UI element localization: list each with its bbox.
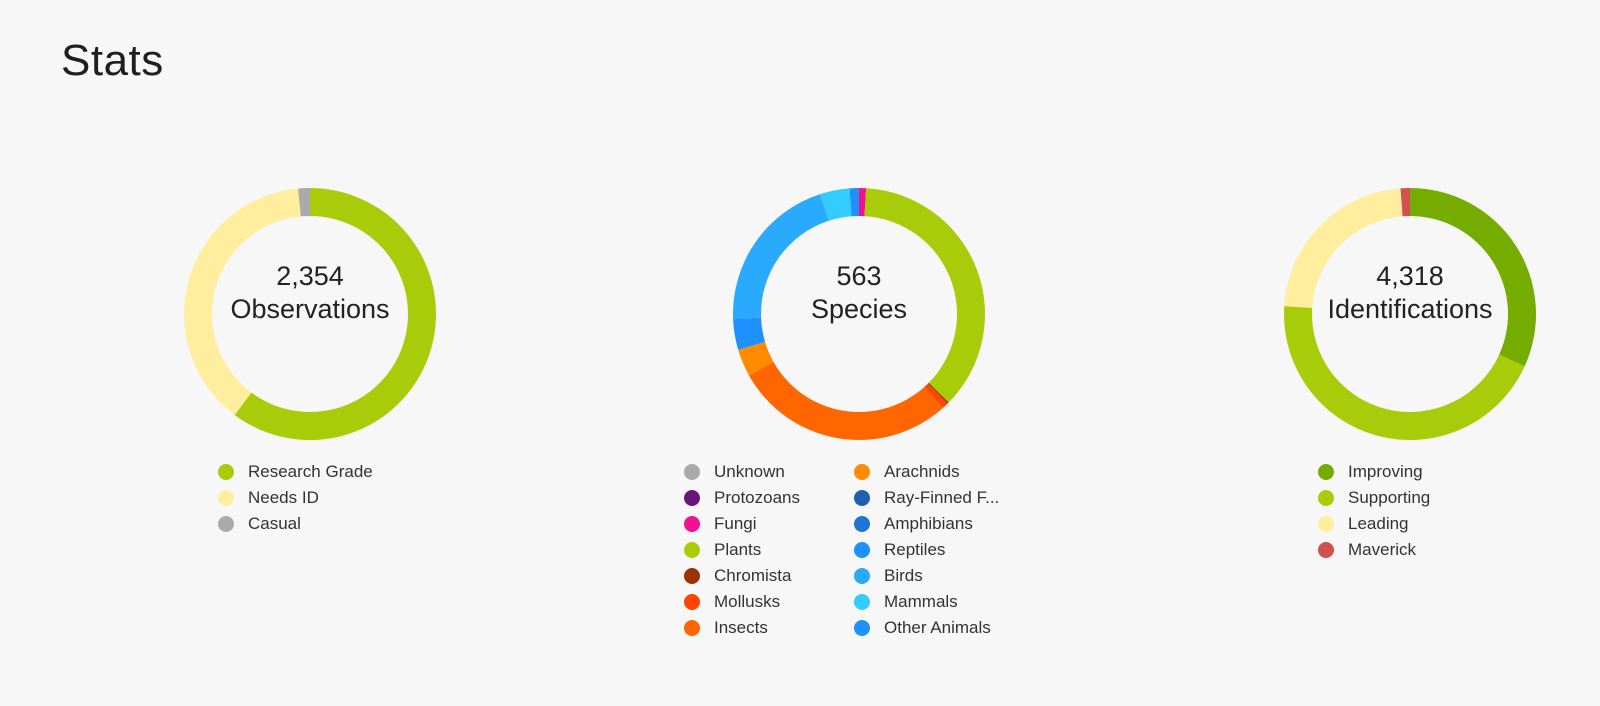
legend-swatch-other-animals <box>854 620 870 636</box>
legend-label-insects: Insects <box>714 618 768 637</box>
legend-label-ray-finned-f: Ray-Finned F... <box>884 488 1000 507</box>
slice-reptiles[interactable] <box>733 317 766 350</box>
slice-arachnids[interactable] <box>738 341 774 376</box>
legend-swatch-research-grade <box>218 464 234 480</box>
slice-other-animals[interactable] <box>849 188 859 217</box>
species-chart: 563 Species Unknown Protozoans Fungi Plants… <box>684 184 999 644</box>
slice-mammals[interactable] <box>820 188 852 221</box>
legend-swatch-fungi <box>684 516 700 532</box>
page-title: Stats <box>61 36 164 85</box>
slice-maverick[interactable] <box>1400 188 1410 217</box>
legend-label-mammals: Mammals <box>884 592 958 611</box>
legend-label-research-grade: Research Grade <box>248 462 373 481</box>
legend-label-plants: Plants <box>714 540 762 559</box>
legend-swatch-amphibians <box>854 516 870 532</box>
species-center: 563 Species <box>729 260 989 326</box>
species-donut <box>733 188 985 440</box>
legend-swatch-mollusks <box>684 594 700 610</box>
legend-swatch-needs-id <box>218 490 234 506</box>
observations-donut <box>183 188 436 440</box>
slice-needs-id[interactable] <box>183 188 301 415</box>
identifications-center: 4,318 Identifications <box>1280 260 1540 326</box>
legend-label-casual: Casual <box>248 514 301 533</box>
legend-swatch-mammals <box>854 594 870 610</box>
identifications-count: 4,318 <box>1376 261 1444 291</box>
legend-label-chromista: Chromista <box>714 566 792 585</box>
legend-swatch-protozoans <box>684 490 700 506</box>
legend-swatch-casual <box>218 516 234 532</box>
observations-chart: 2,354 Observations Research Grade Needs I… <box>180 184 440 644</box>
observations-label: Observations <box>230 294 390 324</box>
legend-swatch-insects <box>684 620 700 636</box>
legend-swatch-reptiles <box>854 542 870 558</box>
identifications-chart: 4,318 Identifications Improving Supportin… <box>1280 184 1540 644</box>
legend-swatch-plants <box>684 542 700 558</box>
legend-swatch-ray-finned-f <box>854 490 870 506</box>
slice-research-grade[interactable] <box>234 188 436 440</box>
legend-label-supporting: Supporting <box>1348 488 1431 507</box>
species-label: Species <box>810 294 908 324</box>
legend-label-fungi: Fungi <box>714 514 757 533</box>
slice-insects[interactable] <box>748 361 943 440</box>
slice-chromista[interactable] <box>927 382 949 404</box>
legend-label-maverick: Maverick <box>1348 540 1417 559</box>
slice-birds[interactable] <box>733 194 829 319</box>
legend-swatch-chromista <box>684 568 700 584</box>
slice-casual[interactable] <box>298 188 310 217</box>
legend-label-unknown: Unknown <box>714 462 785 481</box>
slice-leading[interactable] <box>1284 188 1403 308</box>
legend-label-other-animals: Other Animals <box>884 618 991 637</box>
identifications-donut <box>1284 188 1536 441</box>
identifications-label: Identifications <box>1327 294 1493 324</box>
slice-fungi[interactable] <box>859 188 867 217</box>
slice-improving[interactable] <box>1410 188 1536 367</box>
legend-label-birds: Birds <box>884 566 923 585</box>
legend-label-leading: Leading <box>1348 514 1409 533</box>
legend-label-mollusks: Mollusks <box>714 592 781 611</box>
legend-swatch-improving <box>1318 464 1334 480</box>
legend-label-arachnids: Arachnids <box>884 462 960 481</box>
legend-swatch-maverick <box>1318 542 1334 558</box>
legend-swatch-unknown <box>684 464 700 480</box>
observations-count: 2,354 <box>276 261 344 291</box>
legend-swatch-leading <box>1318 516 1334 532</box>
legend-swatch-birds <box>854 568 870 584</box>
legend-label-improving: Improving <box>1348 462 1423 481</box>
legend-swatch-arachnids <box>854 464 870 480</box>
slice-plants[interactable] <box>864 188 985 403</box>
legend-label-amphibians: Amphibians <box>884 514 973 533</box>
legend-swatch-supporting <box>1318 490 1334 506</box>
slice-supporting[interactable] <box>1284 306 1525 441</box>
slice-mollusks[interactable] <box>924 383 948 408</box>
observations-center: 2,354 Observations <box>180 260 440 326</box>
legend-label-reptiles: Reptiles <box>884 540 946 559</box>
species-count: 563 <box>836 261 882 291</box>
legend-label-needs-id: Needs ID <box>248 488 319 507</box>
legend-label-protozoans: Protozoans <box>714 488 800 507</box>
